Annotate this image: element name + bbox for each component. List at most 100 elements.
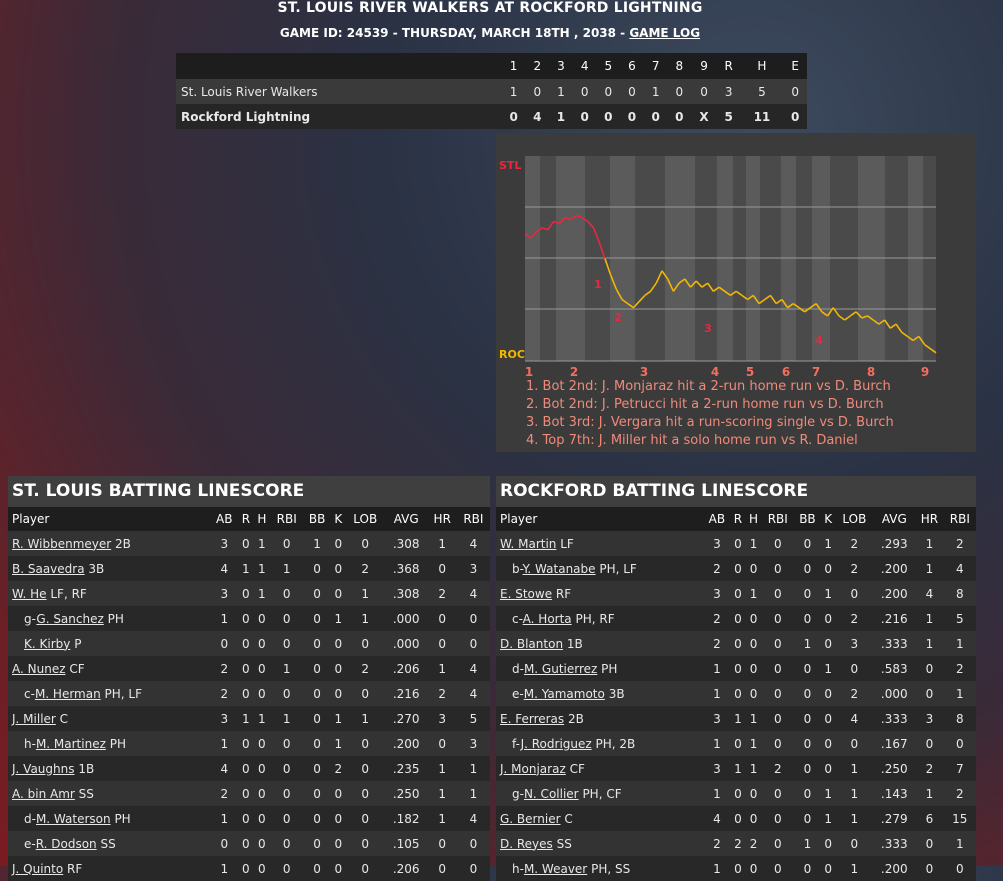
stat-cell: 2 [703,556,731,581]
player-entry: e-M. Yamamoto 3B [500,687,625,701]
stat-cell: 0 [730,631,746,656]
stat-cell: 0 [330,831,346,856]
stat-cell: 0 [303,556,331,581]
player-link[interactable]: R. Wibbenmeyer [12,536,112,551]
player-position: 2B [567,711,584,726]
player-link[interactable]: M. Waterson [35,811,111,826]
player-row: d-M. Gutierrez PH 1 0 0 0 0 1 0.583 0 2 [496,656,976,681]
stat-cell: 3 [703,756,731,781]
player-cell: e-M. Yamamoto 3B [496,681,704,706]
stat-cell: 3 [703,581,731,606]
player-entry: E. Stowe RF [500,587,571,601]
player-link[interactable]: J. Quinto [12,861,64,876]
player-link[interactable]: Y. Watanabe [522,561,596,576]
stat-cell: 2 [345,656,385,681]
player-link[interactable]: M. Martinez [35,736,106,751]
player-cell: d-M. Gutierrez PH [496,656,704,681]
stat-cell: 1 [703,681,731,706]
player-link[interactable]: E. Stowe [500,586,553,601]
player-link[interactable]: R. Dodson [35,836,97,851]
player-position: LF, RF [50,586,87,601]
column-header: BB [303,507,331,531]
stat-cell: 0 [345,531,385,556]
stat-cell: 0 [270,756,304,781]
wp-segment [632,301,640,309]
stat-cell: 2 [745,831,762,856]
player-cell: E. Ferreras 2B [496,706,704,731]
stat-cell: 0 [427,631,457,656]
wp-segment [815,303,823,313]
player-link[interactable]: M. Herman [34,686,101,701]
event-marker: 2 [614,311,622,324]
stat-cell: .279 [873,806,916,831]
player-link[interactable]: A. Nunez [12,661,66,676]
player-link[interactable]: W. Martin [500,536,557,551]
player-cell: d-M. Waterson PH [8,806,211,831]
player-entry: d-M. Waterson PH [12,812,131,826]
stat-cell: 0 [253,831,271,856]
player-link[interactable]: D. Reyes [500,836,553,851]
stat-cell: 1 [915,781,944,806]
stat-cell: 1 [210,806,239,831]
player-row: R. Wibbenmeyer 2B 3 0 1 0 1 0 0.308 1 4 [8,531,490,556]
stat-cell: 0 [238,831,254,856]
stat-cell: .206 [384,856,428,881]
player-position: PH, LF [104,686,143,701]
player-position: SS [556,836,572,851]
player-link[interactable]: W. He [12,586,47,601]
chart-top-label: STL [499,159,521,172]
sub-prefix: d- [24,811,36,826]
stat-cell: 0 [456,831,490,856]
player-link[interactable]: J. Rodriguez [520,736,592,751]
game-log-link[interactable]: GAME LOG [629,26,701,40]
column-header: K [330,507,346,531]
wp-segment [769,294,777,305]
wp-segment [644,290,652,297]
wp-segment [906,335,914,342]
player-link[interactable]: N. Collier [523,786,579,801]
stat-cell: 0 [330,631,346,656]
player-link[interactable]: J. Miller [12,711,56,726]
stat-cell: 0 [238,606,254,631]
player-link[interactable]: M. Gutierrez [523,661,598,676]
player-link[interactable]: K. Kirby [24,636,71,651]
player-link[interactable]: G. Bernier [500,811,561,826]
stat-cell: 0 [793,756,821,781]
player-link[interactable]: M. Yamamoto [523,686,605,701]
wp-segment [724,290,731,297]
player-link[interactable]: B. Saavedra [12,561,85,576]
player-entry: D. Blanton 1B [500,637,583,651]
player-link[interactable]: J. Monjaraz [500,761,566,776]
player-entry: J. Vaughns 1B [12,762,94,776]
player-link[interactable]: D. Blanton [500,636,564,651]
stat-cell: 0 [730,856,746,881]
player-position: PH, RF [575,611,615,626]
player-cell: G. Bernier C [496,806,704,831]
score-cell: 0 [643,104,668,129]
stat-cell: 0 [793,731,821,756]
player-position: PH [114,811,131,826]
stat-cell: 0 [835,581,874,606]
inning-header: 4 [572,53,597,79]
player-link[interactable]: G. Sanchez [36,611,104,626]
player-link[interactable]: J. Vaughns [12,761,75,776]
stat-cell: 3 [456,556,490,581]
stat-cell: 1 [427,531,457,556]
stat-cell: 2 [345,556,385,581]
player-link[interactable]: A. Horta [522,611,572,626]
stat-cell: 0 [303,606,331,631]
stat-cell: 1 [330,706,346,731]
player-link[interactable]: E. Ferreras [500,711,565,726]
stat-cell: 0 [270,731,304,756]
inning-header: 5 [596,53,621,79]
column-header: LOB [345,507,385,531]
stat-cell: 1 [345,706,385,731]
player-entry: A. bin Amr SS [12,787,94,801]
sub-prefix: e- [24,836,36,851]
player-link[interactable]: A. bin Amr [12,786,75,801]
wp-segment [570,214,577,221]
stat-cell: 4 [915,581,944,606]
player-link[interactable]: M. Weaver [523,861,588,876]
wp-segment [649,282,657,292]
stat-cell: 8 [943,706,976,731]
